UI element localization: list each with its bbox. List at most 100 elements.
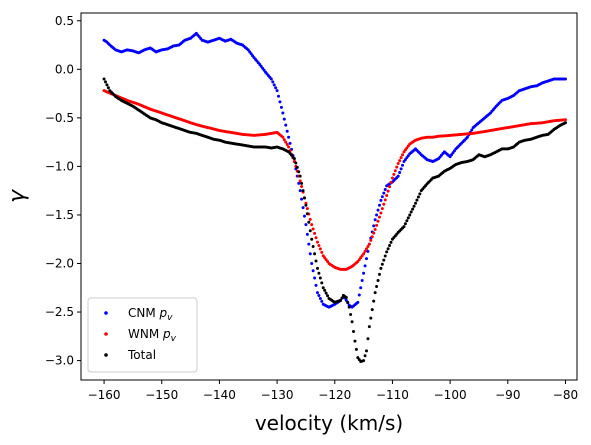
- data-point: [279, 105, 283, 109]
- data-point: [363, 249, 367, 253]
- data-point: [470, 128, 474, 132]
- data-point: [284, 140, 288, 144]
- data-point: [104, 80, 108, 84]
- data-point: [409, 210, 413, 214]
- data-point: [408, 213, 412, 217]
- data-point: [375, 223, 379, 227]
- x-tick-label: −140: [203, 388, 236, 402]
- data-point: [389, 180, 393, 184]
- legend-marker: [104, 311, 108, 315]
- data-point: [269, 77, 273, 81]
- data-point: [315, 266, 319, 270]
- data-point: [399, 167, 403, 171]
- data-point: [401, 163, 405, 167]
- data-point: [359, 286, 363, 290]
- data-point: [292, 157, 296, 161]
- data-point: [370, 308, 374, 312]
- data-point: [352, 329, 356, 333]
- data-point: [287, 135, 291, 139]
- data-point: [318, 276, 322, 280]
- data-point: [302, 196, 306, 200]
- data-point: [313, 231, 317, 235]
- data-point: [311, 269, 315, 273]
- data-point: [369, 316, 373, 320]
- data-point: [344, 295, 348, 299]
- data-point: [311, 227, 315, 231]
- data-point: [298, 179, 302, 183]
- data-point: [317, 244, 321, 248]
- data-point: [382, 258, 386, 262]
- y-tick-label: 0.0: [55, 62, 74, 76]
- data-point: [376, 208, 380, 212]
- data-point: [563, 121, 567, 125]
- data-point: [366, 337, 370, 341]
- data-point: [401, 153, 405, 157]
- data-point: [372, 231, 376, 235]
- data-point: [102, 77, 106, 81]
- data-point: [317, 294, 321, 298]
- data-point: [360, 278, 364, 282]
- data-point: [302, 214, 306, 218]
- data-point: [363, 354, 367, 358]
- data-point: [418, 192, 422, 196]
- data-point: [414, 201, 418, 205]
- data-point: [339, 298, 343, 302]
- data-point: [347, 305, 351, 309]
- data-point: [375, 213, 379, 217]
- data-point: [382, 202, 386, 206]
- data-point: [386, 247, 390, 251]
- data-point: [350, 320, 354, 324]
- data-point: [386, 189, 390, 193]
- data-point: [305, 207, 309, 211]
- data-point: [379, 211, 383, 215]
- y-tick-label: −2.5: [45, 305, 74, 319]
- legend-marker: [104, 332, 108, 336]
- data-point: [307, 242, 311, 246]
- data-point: [396, 174, 400, 178]
- data-point: [313, 252, 317, 256]
- data-point: [390, 176, 394, 180]
- data-point: [349, 312, 353, 316]
- data-point: [305, 232, 309, 236]
- data-point: [278, 100, 282, 104]
- data-point: [398, 170, 402, 174]
- data-point: [301, 189, 305, 193]
- data-point: [366, 249, 370, 253]
- data-point: [300, 185, 304, 189]
- data-point: [405, 219, 409, 223]
- data-point: [377, 272, 381, 276]
- data-point: [315, 291, 319, 295]
- data-point: [399, 156, 403, 160]
- legend-box: [87, 297, 198, 373]
- y-tick-label: −3.0: [45, 354, 74, 368]
- data-point: [297, 170, 301, 174]
- data-point: [300, 197, 304, 201]
- data-point: [285, 129, 289, 133]
- data-point: [353, 339, 357, 343]
- data-point: [288, 141, 292, 145]
- data-point: [373, 218, 377, 222]
- data-point: [357, 293, 361, 297]
- legend-label: CNM pv: [128, 306, 173, 323]
- data-point: [314, 283, 318, 287]
- x-tick-label: −130: [261, 388, 294, 402]
- data-point: [367, 242, 371, 246]
- data-point: [310, 223, 314, 227]
- data-point: [285, 143, 289, 147]
- data-point: [403, 222, 407, 226]
- data-point: [377, 215, 381, 219]
- y-axis-title: γ: [5, 189, 30, 203]
- y-tick-label: −0.5: [45, 111, 74, 125]
- data-point: [367, 325, 371, 329]
- data-point: [392, 172, 396, 176]
- x-tick-label: −150: [145, 388, 178, 402]
- data-point: [411, 207, 415, 211]
- data-point: [301, 206, 305, 210]
- data-point: [277, 94, 281, 98]
- data-point: [354, 347, 358, 351]
- x-axis: −160 −150 −140 −130 −120 −110 −100 −90 −80: [88, 380, 578, 402]
- data-points: [102, 31, 567, 364]
- data-point: [311, 245, 315, 248]
- data-point: [395, 165, 399, 169]
- data-point: [284, 123, 288, 127]
